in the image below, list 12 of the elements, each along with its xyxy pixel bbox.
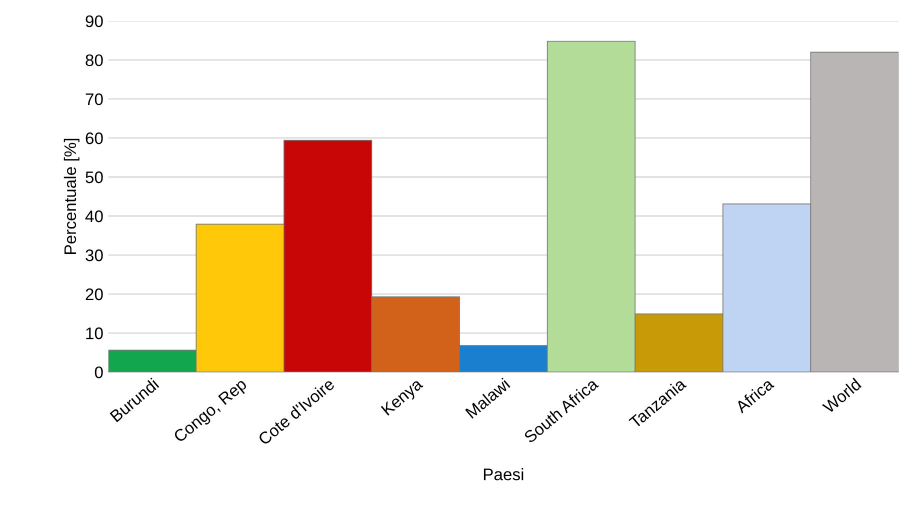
y-axis-title: Percentuale [%] bbox=[64, 138, 80, 254]
x-axis-title: Paesi bbox=[484, 468, 524, 480]
y-tick-label: 20 bbox=[86, 288, 103, 300]
y-tick-label: 30 bbox=[86, 249, 103, 262]
y-tick-label: 50 bbox=[86, 171, 103, 184]
y-tick-label: 90 bbox=[86, 15, 103, 28]
y-tick-label: 0 bbox=[94, 366, 103, 378]
y-tick-label: 40 bbox=[85, 210, 103, 222]
y-tick-label: 60 bbox=[86, 132, 103, 144]
y-tick-label: 70 bbox=[86, 93, 103, 106]
y-tick-label: 10 bbox=[86, 327, 103, 340]
y-tick-label: 80 bbox=[86, 54, 103, 66]
